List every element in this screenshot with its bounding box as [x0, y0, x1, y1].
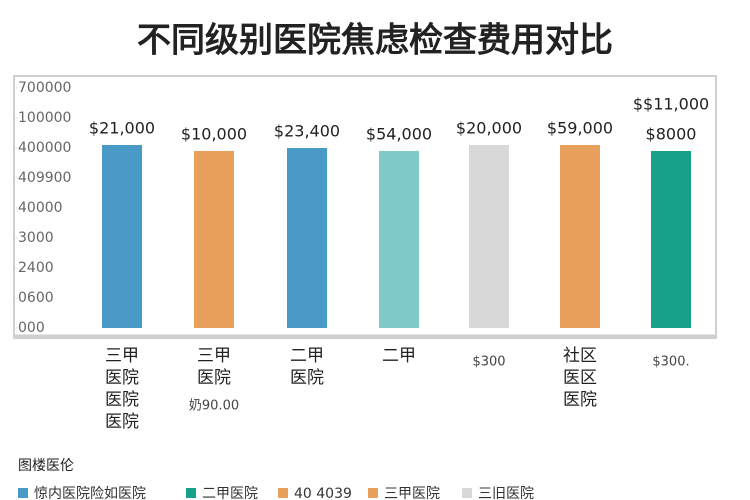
bar-label: $23,400 [274, 122, 340, 141]
y-tick-label: 3000 [18, 230, 54, 246]
legend-swatch [462, 488, 472, 498]
legend-swatch [368, 488, 378, 498]
bar [469, 145, 509, 328]
legend-swatch [278, 488, 288, 498]
legend-swatch [18, 488, 28, 498]
x-tick-label: 医院 [197, 368, 231, 388]
bar [560, 145, 600, 328]
bar-label: $8000 [646, 125, 697, 144]
legend-label: 惊内医院险如医院 [34, 486, 146, 500]
bar-label: $20,000 [456, 119, 522, 138]
x-tick-label: 医院 [105, 368, 139, 388]
y-tick-label: 000 [18, 320, 45, 336]
bar-label: $54,000 [366, 125, 432, 144]
y-tick-label: 100000 [18, 110, 71, 126]
y-tick-label: 0600 [18, 290, 54, 306]
bar [194, 151, 234, 328]
y-tick-label: 700000 [18, 80, 71, 96]
legend-label: 二甲医院 [202, 486, 258, 500]
chart-title: 不同级别医院焦虑检查费用对比 [137, 21, 613, 61]
x-tick-label: 医院 [105, 390, 139, 410]
legend-label: 40 4039 [294, 486, 352, 500]
y-tick-label: 409900 [18, 170, 71, 186]
legend-label: 三旧医院 [478, 486, 534, 500]
x-tick-label: $300 [472, 355, 505, 370]
x-tick-label: 三甲 [105, 346, 139, 366]
x-tick-label: 医区 [563, 368, 597, 388]
x-tick-label: $300. [652, 355, 689, 370]
x-tick-label: 奶90.00 [189, 399, 239, 414]
bar [102, 145, 142, 328]
x-tick-label: 医院 [563, 390, 597, 410]
bar [287, 148, 327, 328]
bar-label: $$11,000 [633, 95, 709, 114]
x-tick-label: 医院 [105, 412, 139, 432]
bar-label: $10,000 [181, 125, 247, 144]
y-tick-label: 2400 [18, 260, 54, 276]
y-tick-label: 400000 [18, 140, 71, 156]
legend-swatch [186, 488, 196, 498]
bar-label: $59,000 [547, 119, 613, 138]
x-tick-label: 医院 [290, 368, 324, 388]
legend-title: 图楼医伦 [18, 458, 74, 474]
y-tick-label: 40000 [18, 200, 63, 216]
bar [651, 151, 691, 328]
legend-label: 三甲医院 [384, 486, 440, 500]
bar-label: $21,000 [89, 119, 155, 138]
x-tick-label: 二甲 [382, 346, 416, 366]
x-tick-label: 三甲 [197, 346, 231, 366]
plot-frame [13, 75, 717, 339]
x-tick-label: 社区 [563, 346, 597, 366]
bar [379, 151, 419, 328]
x-tick-label: 二甲 [290, 346, 324, 366]
